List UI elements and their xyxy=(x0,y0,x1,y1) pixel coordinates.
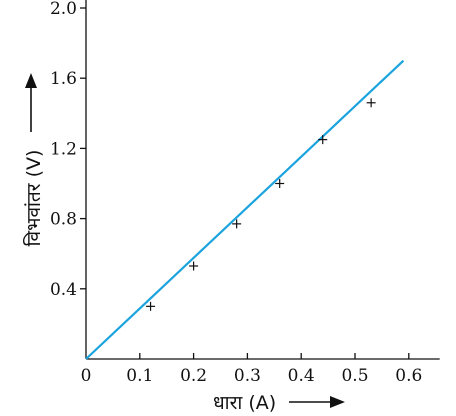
y-tick-label: 0.4 xyxy=(50,280,77,300)
ticks xyxy=(80,7,410,359)
best-fit-line xyxy=(85,59,405,360)
y-axis-arrow-icon xyxy=(25,73,37,132)
data-point-marker xyxy=(318,135,328,145)
data-point-marker xyxy=(366,98,376,108)
x-axis-label: धारा (A) xyxy=(213,392,276,414)
axes xyxy=(85,0,440,360)
data-point-marker xyxy=(232,219,242,229)
y-tick-label: 0.8 xyxy=(50,210,77,230)
y-tick-label: 1.6 xyxy=(50,69,77,89)
x-tick-label: 0.4 xyxy=(288,366,315,386)
data-point-marker xyxy=(275,179,285,188)
x-tick-label: 0.2 xyxy=(180,366,207,386)
markers xyxy=(146,98,376,311)
data-point-marker xyxy=(146,301,156,311)
x-tick-label: 0.3 xyxy=(234,366,261,386)
x-tick-label: 0 xyxy=(81,366,92,386)
data-point-marker xyxy=(189,261,199,271)
x-tick-label: 0.6 xyxy=(395,366,422,386)
tick-labels: 0 0.1 0.2 0.3 0.4 0.5 0.6 0.4 0.8 1.2 1.6 2.0 xyxy=(50,0,422,386)
fit-line-group xyxy=(85,59,405,360)
y-tick-label: 1.2 xyxy=(50,139,77,159)
x-tick-label: 0.1 xyxy=(126,366,153,386)
y-tick-label: 2.0 xyxy=(50,0,77,19)
x-tick-label: 0.5 xyxy=(341,366,368,386)
x-axis-arrow-icon xyxy=(289,396,345,408)
y-axis-label: विभवांतर (V) xyxy=(22,150,45,247)
